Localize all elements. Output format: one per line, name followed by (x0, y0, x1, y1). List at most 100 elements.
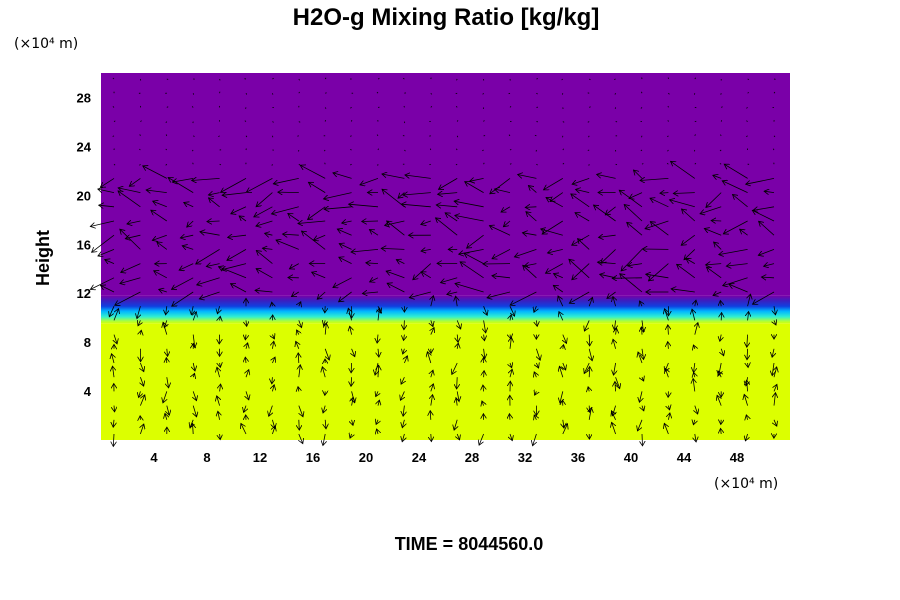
wind-vector (479, 433, 484, 445)
wind-vector (244, 120, 247, 122)
wind-vector (693, 345, 694, 349)
wind-vector (265, 233, 273, 235)
wind-vector (614, 362, 616, 375)
wind-vector (360, 178, 379, 185)
wind-vector (748, 363, 749, 368)
wind-vector (612, 422, 616, 435)
wind-vector (563, 362, 566, 370)
wind-vector (714, 242, 722, 250)
wind-vector (639, 391, 642, 402)
wind-vector (614, 93, 616, 95)
wind-vector (774, 320, 776, 325)
wind-vector (272, 385, 274, 392)
x-tick-label: 12 (253, 450, 267, 465)
wind-vector (534, 372, 536, 377)
wind-vector (667, 135, 669, 138)
wind-vector (482, 92, 484, 95)
wind-vector (746, 377, 748, 386)
wind-vector (510, 335, 511, 339)
wind-vector (333, 173, 352, 179)
y-tick-label: 4 (84, 384, 92, 399)
y-tick-label: 16 (77, 237, 91, 252)
wind-vector (191, 106, 194, 108)
wind-vector (660, 193, 669, 194)
wind-vector (352, 419, 353, 426)
wind-vector (140, 377, 143, 386)
wind-vector (325, 419, 326, 429)
wind-vector (455, 163, 458, 166)
wind-vector (193, 391, 196, 400)
wind-vector (748, 312, 749, 321)
wind-vector (255, 290, 273, 292)
wind-vector (550, 192, 564, 202)
wind-vector (509, 163, 512, 165)
wind-vector (772, 362, 774, 376)
wind-vector (289, 263, 299, 269)
wind-vector (167, 377, 169, 388)
wind-vector (704, 229, 722, 236)
wind-vector (164, 320, 167, 327)
y-axis-unit: (×10⁴ m) (14, 36, 78, 52)
wind-vector (272, 206, 299, 214)
wind-vector (300, 165, 326, 179)
wind-vector (381, 248, 405, 249)
wind-vector (403, 349, 405, 354)
wind-vector (246, 178, 273, 192)
wind-vector (509, 414, 510, 420)
wind-vector (726, 264, 748, 267)
wind-vector (668, 342, 669, 349)
wind-vector (559, 366, 562, 378)
wind-vector (645, 220, 669, 229)
wind-vector (627, 222, 643, 236)
wind-vector (325, 348, 329, 360)
wind-vector (721, 428, 722, 435)
wind-vector (695, 300, 696, 307)
wind-vector (403, 193, 431, 195)
x-tick-label: 40 (624, 450, 638, 465)
wind-vector (455, 148, 458, 151)
wind-vector (209, 198, 220, 208)
wind-vector (759, 221, 775, 236)
wind-vector (101, 285, 115, 293)
wind-vector (668, 406, 669, 410)
wind-vector (299, 320, 302, 327)
wind-vector (720, 134, 722, 137)
wind-vector (501, 206, 511, 212)
wind-vector (298, 121, 301, 123)
wind-vector (152, 234, 167, 240)
wind-vector (376, 420, 378, 425)
wind-vector (115, 291, 141, 305)
wind-vector (615, 163, 618, 166)
wind-vector (536, 92, 538, 95)
wind-vector (208, 193, 220, 195)
wind-vector (222, 193, 247, 196)
wind-vector (114, 405, 115, 412)
wind-vector (492, 249, 511, 258)
wind-vector (317, 291, 326, 299)
wind-vector (562, 162, 565, 165)
wind-vector (642, 348, 644, 360)
wind-vector (430, 106, 433, 108)
wind-vector (536, 363, 538, 368)
wind-vector (438, 193, 458, 195)
wind-vector (681, 234, 696, 245)
wind-vector (774, 306, 776, 315)
wind-vector (322, 367, 325, 378)
wind-vector (191, 149, 194, 152)
wind-vector (139, 391, 141, 397)
wind-vector (746, 415, 747, 420)
wind-vector (220, 384, 221, 392)
wind-vector (671, 289, 695, 292)
wind-vector (146, 190, 167, 193)
wind-vector (323, 433, 325, 446)
wind-vector (470, 178, 484, 181)
wind-vector (179, 263, 194, 271)
wind-vector (601, 249, 616, 263)
wind-vector (746, 178, 775, 184)
wind-vector (193, 334, 195, 348)
plot-area (90, 73, 790, 447)
wind-vector (719, 362, 722, 376)
wind-vector (272, 121, 274, 123)
wind-vector (362, 221, 379, 222)
